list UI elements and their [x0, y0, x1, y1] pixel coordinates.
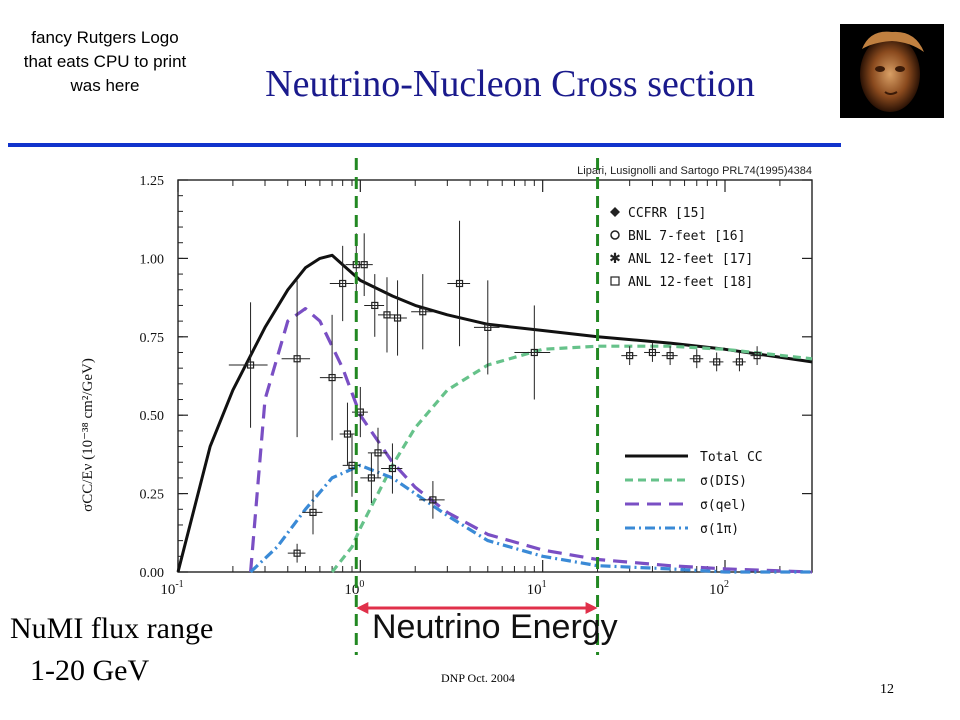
data-point — [473, 280, 500, 375]
legend-line-label: Total CC — [700, 450, 763, 465]
numi-flux-range-label: NuMI flux range — [10, 612, 214, 645]
data-marker — [429, 496, 437, 504]
data-marker — [753, 352, 761, 360]
data-marker — [419, 308, 427, 316]
legend-marker-label: ANL 12-feet [17] — [628, 252, 753, 267]
x-tick-label: 10-1 — [160, 579, 183, 598]
legend-line-label: σ(1π) — [700, 522, 739, 537]
data-point — [709, 352, 724, 372]
data-marker — [530, 348, 538, 357]
data-marker — [328, 373, 336, 382]
data-point — [228, 302, 268, 428]
data-point — [329, 245, 354, 322]
portrait-image — [840, 24, 944, 118]
legend-marker-label: ANL 12-feet [18] — [628, 275, 753, 290]
footer-text: DNP Oct. 2004 — [441, 671, 515, 685]
series-line--dis- — [330, 344, 813, 573]
x-tick-label: 101 — [527, 579, 547, 598]
data-marker — [713, 358, 721, 366]
chart-citation: Lipari, Lusignolli and Sartogo PRL74(199… — [577, 165, 812, 177]
numi-energy-range: 1-20 GeV — [30, 654, 150, 687]
legend-marker-symbol — [610, 276, 620, 286]
data-marker — [360, 261, 368, 269]
data-point — [621, 346, 638, 366]
data-point — [287, 543, 306, 563]
data-point — [386, 280, 407, 356]
data-marker — [388, 464, 397, 473]
data-point — [644, 343, 660, 362]
data-marker — [666, 352, 674, 360]
data-point — [447, 220, 471, 347]
data-marker — [484, 323, 492, 331]
y-tick-label: 1.00 — [140, 252, 165, 267]
x-tick-label: 102 — [709, 579, 729, 598]
data-marker — [693, 355, 701, 363]
page-number: 12 — [880, 682, 894, 697]
data-point — [381, 443, 403, 494]
data-marker — [393, 314, 402, 322]
data-marker — [367, 474, 376, 482]
data-point — [750, 346, 764, 366]
y-tick-label: 0.50 — [140, 409, 165, 424]
cross-section-chart: 0.00 0.25 0.50 0.75 1.00 1.25 10-1 100 101 102 σ… — [80, 158, 813, 655]
data-marker — [455, 279, 464, 288]
data-marker — [735, 358, 744, 366]
data-marker — [309, 508, 317, 517]
data-point — [689, 349, 704, 369]
logo-placeholder-text: fancy Rutgers Logo that eats CPU to prin… — [23, 28, 187, 95]
y-tick-label: 0.75 — [140, 331, 165, 346]
x-tick-label: 100 — [344, 579, 364, 598]
data-marker — [626, 352, 634, 360]
legend-marker-label: CCFRR [15] — [628, 206, 706, 221]
title-underline — [8, 143, 841, 147]
data-marker — [343, 430, 352, 438]
legend-marker-symbol — [610, 207, 620, 217]
legend-marker-symbol — [610, 230, 620, 240]
y-tick-label: 0.25 — [140, 488, 165, 503]
y-axis-label: σCC/Eν (10⁻³⁸ cm²/GeV) — [80, 358, 96, 512]
data-marker — [374, 449, 382, 457]
data-point — [411, 274, 433, 350]
slide-title: Neutrino-Nucleon Cross section — [265, 63, 755, 105]
plot-frame — [177, 179, 813, 573]
data-point — [302, 490, 323, 535]
y-tick-label: 0.00 — [140, 566, 165, 581]
x-axis-label: Neutrino Energy — [372, 608, 618, 646]
data-marker — [648, 348, 657, 357]
legend-marker-label: BNL 7-feet [16] — [628, 229, 745, 244]
data-point — [351, 386, 368, 438]
y-tick-label: 1.25 — [140, 174, 165, 189]
data-point — [281, 280, 311, 438]
arrow-head-left — [356, 602, 369, 614]
data-marker — [339, 279, 347, 288]
data-point — [732, 352, 746, 372]
data-marker — [371, 301, 379, 310]
data-point — [364, 274, 385, 337]
data-point — [319, 314, 343, 441]
data-point — [514, 305, 551, 400]
data-marker — [293, 549, 301, 557]
legend-line-label: σ(DIS) — [700, 474, 747, 489]
data-point — [661, 346, 678, 366]
arrow-head-right — [585, 602, 598, 614]
data-point — [360, 452, 382, 504]
series-line--qel- — [249, 307, 813, 574]
data-marker — [293, 355, 301, 363]
legend-line-label: σ(qel) — [700, 498, 747, 513]
data-point — [378, 277, 396, 353]
data-marker — [246, 361, 255, 369]
legend-marker-symbol: ✱ — [609, 250, 621, 266]
data-point — [419, 481, 445, 519]
